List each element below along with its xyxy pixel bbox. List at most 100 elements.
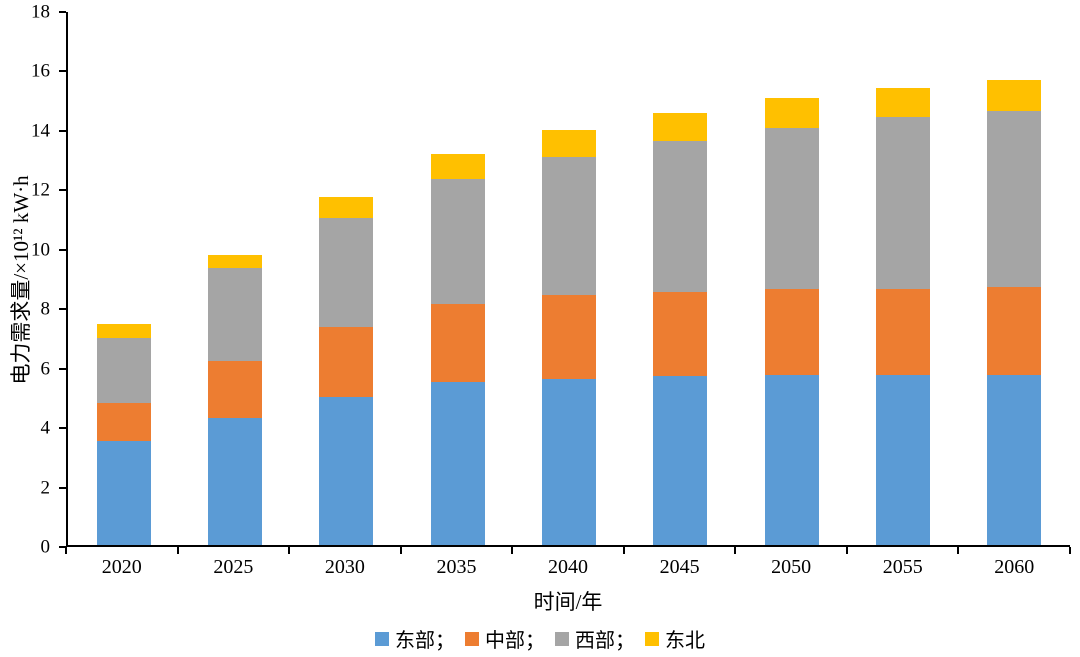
legend-swatch-icon xyxy=(555,631,569,646)
bar-segment-中部-2030 xyxy=(319,327,374,397)
bar-segment-中部-2050 xyxy=(764,288,819,375)
bar-segment-东部-2030 xyxy=(319,396,374,545)
legend-label: 西部； xyxy=(575,630,635,652)
bar-segment-西部-2045 xyxy=(653,140,708,292)
bar-segment-东北-2060 xyxy=(987,80,1042,112)
x-tick-label-2030: 2030 xyxy=(324,556,365,578)
bar-segment-西部-2055 xyxy=(875,117,930,289)
legend-swatch-icon xyxy=(375,631,389,646)
x-tick-mark xyxy=(622,547,625,554)
x-tick-mark xyxy=(176,547,179,554)
bar-group-2025 xyxy=(207,12,262,545)
legend-swatch-icon xyxy=(645,631,659,646)
plot-area xyxy=(66,12,1070,547)
bar-segment-中部-2055 xyxy=(875,288,930,375)
bar-segment-西部-2050 xyxy=(764,127,819,289)
bar-segment-西部-2020 xyxy=(96,337,151,403)
bar-segment-西部-2035 xyxy=(430,179,485,304)
bar-segment-中部-2025 xyxy=(207,361,262,418)
bar-segment-中部-2045 xyxy=(653,291,708,377)
bar-segment-西部-2060 xyxy=(987,111,1042,288)
x-tick-label-2025: 2025 xyxy=(213,556,254,578)
bar-segment-东部-2035 xyxy=(430,382,485,545)
bar-segment-东部-2045 xyxy=(653,376,708,545)
legend-label: 中部； xyxy=(485,630,545,652)
bar-segment-中部-2060 xyxy=(987,287,1042,375)
bar-group-2040 xyxy=(541,12,596,545)
y-tick-mark xyxy=(59,486,66,489)
bar-segment-东北-2055 xyxy=(875,87,930,118)
x-axis-label: 时间/年 xyxy=(533,590,603,614)
bar-group-2035 xyxy=(430,12,485,545)
bar-segment-中部-2035 xyxy=(430,303,485,383)
y-tick-mark xyxy=(59,129,66,132)
y-tick-label-0: 0 xyxy=(40,536,51,558)
bar-group-2060 xyxy=(987,12,1042,545)
legend-label: 东北 xyxy=(665,630,705,652)
y-tick-mark xyxy=(59,546,66,548)
bar-segment-东部-2040 xyxy=(541,379,596,545)
bar-segment-东北-2020 xyxy=(96,324,151,338)
bar-segment-东部-2060 xyxy=(987,374,1042,545)
legend-swatch-icon xyxy=(465,631,479,646)
x-tick-mark xyxy=(65,547,67,554)
x-axis-tick-labels: 2020 2025 2030 2035 2040 2045 2050 2055 2060 xyxy=(66,556,1070,578)
bar-group-2030 xyxy=(319,12,374,545)
bar-segment-西部-2040 xyxy=(541,157,596,295)
legend-item-东北: 东北 xyxy=(645,624,705,653)
bar-segment-东部-2025 xyxy=(207,417,262,545)
y-tick-label-4: 4 xyxy=(40,417,51,439)
bar-segment-东北-2035 xyxy=(430,154,485,180)
y-tick-label-12: 12 xyxy=(31,179,50,201)
x-tick-mark xyxy=(845,547,848,554)
y-tick-label-16: 16 xyxy=(31,60,50,82)
y-tick-label-2: 2 xyxy=(40,477,51,499)
bar-segment-中部-2040 xyxy=(541,294,596,380)
x-tick-mark xyxy=(1069,547,1071,554)
x-tick-label-2035: 2035 xyxy=(436,556,477,578)
x-tick-label-2045: 2045 xyxy=(659,556,700,578)
y-tick-label-18: 18 xyxy=(31,1,50,23)
bar-segment-东北-2045 xyxy=(653,112,708,141)
y-tick-mark xyxy=(59,70,66,73)
bar-segment-西部-2030 xyxy=(319,217,374,328)
bar-group-2055 xyxy=(875,12,930,545)
x-tick-mark xyxy=(288,547,291,554)
x-axis-tick-marks xyxy=(65,547,1071,554)
bar-segment-东北-2050 xyxy=(764,97,819,128)
x-tick-mark xyxy=(734,547,737,554)
bars-container xyxy=(68,12,1070,545)
y-axis-ticks: 0 2 4 6 8 10 12 14 16 18 xyxy=(0,3,66,557)
y-tick-mark xyxy=(59,248,66,251)
legend: 东部； 中部； 西部； 东北 xyxy=(0,624,1080,653)
x-tick-label-2050: 2050 xyxy=(771,556,812,578)
x-tick-label-2060: 2060 xyxy=(994,556,1035,578)
x-tick-mark xyxy=(399,547,402,554)
bar-segment-中部-2020 xyxy=(96,402,151,442)
bar-segment-东部-2055 xyxy=(875,374,930,545)
legend-item-中部: 中部； xyxy=(465,624,545,653)
legend-item-东部: 东部； xyxy=(375,624,455,653)
x-tick-label-2040: 2040 xyxy=(548,556,589,578)
x-tick-label-2055: 2055 xyxy=(882,556,923,578)
bar-group-2045 xyxy=(653,12,708,545)
y-tick-mark xyxy=(59,189,66,192)
bar-segment-东北-2030 xyxy=(319,197,374,218)
bar-group-2050 xyxy=(764,12,819,545)
y-tick-label-6: 6 xyxy=(40,358,51,380)
bar-segment-东部-2050 xyxy=(764,374,819,545)
y-tick-label-10: 10 xyxy=(31,239,50,261)
y-tick-mark xyxy=(59,308,66,311)
bar-segment-西部-2025 xyxy=(207,268,262,362)
x-tick-mark xyxy=(957,547,960,554)
y-tick-label-14: 14 xyxy=(31,120,50,142)
legend-label: 东部； xyxy=(395,630,455,652)
bar-segment-东部-2020 xyxy=(96,441,151,545)
bar-segment-东北-2040 xyxy=(541,130,596,158)
bar-group-2020 xyxy=(96,12,151,545)
bar-segment-东北-2025 xyxy=(207,254,262,269)
y-tick-mark xyxy=(59,427,66,430)
x-tick-label-2020: 2020 xyxy=(101,556,142,578)
y-tick-label-8: 8 xyxy=(40,298,51,320)
